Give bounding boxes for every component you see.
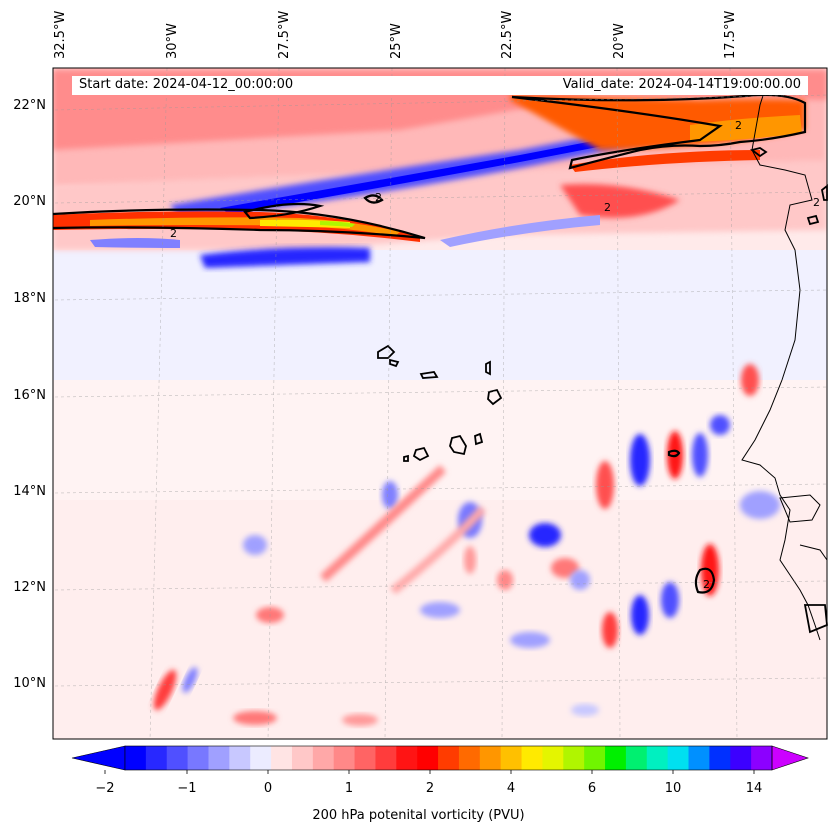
lat-label: 10°N bbox=[13, 676, 46, 691]
colorbar-over-arrow bbox=[771, 745, 809, 771]
pv-field bbox=[53, 68, 827, 739]
contour-label: 2 bbox=[375, 191, 382, 204]
colorbar-swatch bbox=[125, 746, 147, 770]
colorbar-swatch bbox=[208, 746, 230, 770]
colorbar bbox=[71, 745, 809, 774]
colorbar-swatch bbox=[500, 746, 523, 770]
colorbar-swatch bbox=[250, 746, 272, 770]
colorbar-under-arrow bbox=[71, 745, 126, 771]
colorbar-swatch bbox=[646, 746, 669, 770]
contour-label: 2 bbox=[604, 201, 611, 214]
colorbar-tick-label: −2 bbox=[95, 781, 115, 796]
colorbar-swatch bbox=[605, 746, 627, 770]
colorbar-tick-label: 1 bbox=[344, 781, 354, 796]
lon-label: 27.5°W bbox=[277, 10, 292, 59]
colorbar-frame bbox=[124, 745, 773, 771]
start-date-text: Start date: 2024-04-12_00:00:00 bbox=[79, 77, 294, 92]
map-frame bbox=[52, 67, 828, 740]
lat-label: 16°N bbox=[13, 388, 46, 403]
colorbar-tick-label: 2 bbox=[425, 781, 435, 796]
colorbar-swatch bbox=[229, 746, 251, 770]
colorbar-tick-label: 14 bbox=[745, 781, 763, 796]
colorbar-swatch bbox=[312, 746, 335, 770]
colorbar-swatch bbox=[542, 746, 564, 770]
colorbar-swatch bbox=[438, 746, 460, 770]
colorbar-swatch bbox=[709, 746, 731, 770]
colorbar-swatch bbox=[563, 746, 585, 770]
graticule bbox=[54, 68, 827, 739]
colorbar-swatch bbox=[417, 746, 439, 770]
colorbar-swatch bbox=[145, 746, 168, 770]
coastline bbox=[741, 79, 827, 641]
colorbar-swatch bbox=[521, 746, 544, 770]
colorbar-swatch bbox=[166, 746, 189, 770]
colorbar-label: 200 hPa potenital vorticity (PVU) bbox=[312, 808, 525, 823]
colorbar-tick-label: 10 bbox=[664, 781, 682, 796]
colorbar-swatch bbox=[688, 746, 710, 770]
contour-label: 2 bbox=[735, 119, 742, 132]
contour-label: 2 bbox=[703, 578, 710, 591]
lon-label: 17.5°W bbox=[723, 10, 738, 59]
colorbar-swatch bbox=[625, 746, 648, 770]
colorbar-swatch bbox=[271, 746, 293, 770]
colorbar-tick-label: −1 bbox=[177, 781, 197, 796]
lat-label: 12°N bbox=[13, 580, 46, 595]
colorbar-swatch bbox=[291, 746, 314, 770]
colorbar-swatch bbox=[667, 746, 690, 770]
valid-date-text: Valid_date: 2024-04-14T19:00:00.00 bbox=[562, 77, 801, 92]
lat-label: 22°N bbox=[13, 98, 46, 113]
lon-label: 22.5°W bbox=[500, 10, 515, 59]
colorbar-swatch bbox=[396, 746, 418, 770]
lon-label: 32.5°W bbox=[53, 10, 68, 59]
contour-label: 2 bbox=[170, 227, 177, 240]
contour-label: 2 bbox=[813, 196, 820, 209]
contour-labels: 2 2 2 2 2 2 bbox=[170, 119, 820, 591]
colorbar-swatch bbox=[333, 746, 356, 770]
lon-label: 20°W bbox=[612, 23, 627, 59]
colorbar-swatch bbox=[458, 746, 481, 770]
lat-label: 18°N bbox=[13, 291, 46, 306]
pv2-contour bbox=[53, 93, 807, 594]
lon-label: 30°W bbox=[165, 23, 180, 59]
date-info-box: Start date: 2024-04-12_00:00:00 Valid_da… bbox=[72, 76, 808, 95]
lat-label: 14°N bbox=[13, 484, 46, 499]
colorbar-swatch bbox=[730, 746, 752, 770]
colorbar-tick-label: 4 bbox=[506, 781, 516, 796]
lon-label: 25°W bbox=[389, 23, 404, 59]
lat-label: 20°N bbox=[13, 194, 46, 209]
colorbar-swatch bbox=[584, 746, 606, 770]
colorbar-tick-label: 6 bbox=[587, 781, 597, 796]
colorbar-swatch bbox=[187, 746, 210, 770]
colorbar-swatch bbox=[479, 746, 502, 770]
colorbar-swatch bbox=[375, 746, 397, 770]
colorbar-swatch bbox=[354, 746, 377, 770]
colorbar-swatch bbox=[751, 746, 773, 770]
colorbar-tick-label: 0 bbox=[263, 781, 273, 796]
